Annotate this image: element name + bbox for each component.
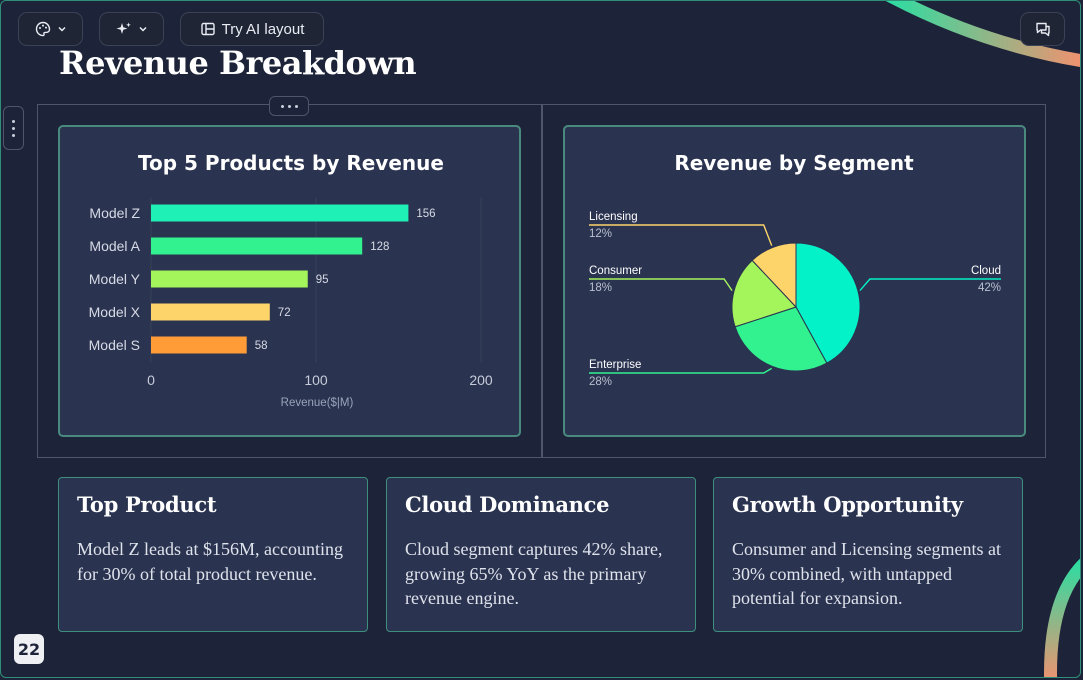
- pie-slice[interactable]: [731, 259, 797, 328]
- y-category-label: Model A: [89, 238, 140, 254]
- chat-icon: [1035, 22, 1050, 37]
- pie-slice-label: Cloud: [971, 265, 1001, 277]
- chevron-down-icon: [138, 26, 147, 32]
- bar-value-label: 72: [278, 307, 291, 319]
- pie-slice-percent: 42%: [978, 282, 1001, 294]
- bar-chart: Top 5 Products by Revenue 0 100 200 Model …: [89, 151, 493, 409]
- drag-handle-top[interactable]: [269, 96, 309, 116]
- pie-slice-label: Consumer: [589, 265, 642, 277]
- x-tick-label: 0: [147, 372, 155, 388]
- container-divider: [541, 105, 543, 457]
- y-category-label: Model X: [89, 304, 141, 320]
- try-ai-layout-label: Try AI layout: [221, 20, 305, 38]
- bar-value-label: 156: [416, 208, 435, 220]
- bar-chart-card[interactable]: Top 5 Products by Revenue 0 100 200 Model …: [58, 125, 521, 437]
- pie-slice-label: Licensing: [589, 211, 638, 223]
- pie-slice[interactable]: [795, 242, 861, 364]
- pie-slice[interactable]: [751, 242, 797, 309]
- theme-button[interactable]: [18, 12, 83, 46]
- page-number-badge[interactable]: 22: [14, 634, 44, 664]
- drag-handle-left[interactable]: [3, 106, 24, 150]
- insight-body: Consumer and Licensing segments at 30% c…: [732, 539, 1001, 608]
- y-category-label: Model Z: [89, 205, 140, 221]
- sparkle-icon: [116, 22, 131, 34]
- pie-leader-line: [589, 224, 773, 246]
- pie-slice[interactable]: [734, 306, 828, 372]
- pie-chart-title: Revenue by Segment: [674, 151, 914, 175]
- x-tick-label: 200: [469, 372, 493, 388]
- pie-slice-percent: 18%: [589, 282, 612, 294]
- bar[interactable]: [151, 270, 308, 288]
- insight-title: Cloud Dominance: [405, 492, 610, 517]
- y-category-label: Model S: [89, 337, 140, 353]
- insight-card-top-product[interactable]: Top Product Model Z leads at $156M, acco…: [58, 477, 368, 632]
- bar[interactable]: [151, 336, 247, 354]
- pie-leader-line: [859, 278, 1001, 292]
- insight-body: Model Z leads at $156M, accounting for 3…: [77, 539, 343, 584]
- bar-chart-title: Top 5 Products by Revenue: [138, 151, 444, 175]
- pie-chart-card[interactable]: Revenue by Segment Cloud 42% Enterprise 28%…: [563, 125, 1026, 437]
- try-ai-layout-button[interactable]: Try AI layout: [180, 12, 324, 46]
- comment-button[interactable]: [1020, 12, 1065, 46]
- y-category-label: Model Y: [89, 271, 141, 287]
- bar[interactable]: [151, 204, 409, 222]
- bar-value-label: 58: [255, 340, 268, 352]
- pie-slice-percent: 28%: [589, 376, 612, 388]
- layout-icon: [200, 22, 215, 36]
- bar[interactable]: [151, 303, 270, 321]
- pie-leader-line: [589, 278, 733, 291]
- insight-title: Top Product: [77, 492, 217, 517]
- bar[interactable]: [151, 237, 363, 255]
- pie-chart: Revenue by Segment Cloud 42% Enterprise 28%…: [589, 151, 1001, 388]
- insight-card-growth-opportunity[interactable]: Growth Opportunity Consumer and Licensin…: [713, 477, 1023, 632]
- insight-title: Growth Opportunity: [732, 492, 963, 517]
- page-title: Revenue Breakdown: [59, 44, 417, 82]
- chart-container[interactable]: [37, 104, 1046, 458]
- pie-slice-percent: 12%: [589, 228, 612, 240]
- pie-leader-line: [589, 367, 773, 374]
- bar-value-label: 95: [316, 274, 329, 286]
- x-tick-label: 100: [304, 372, 328, 388]
- chevron-down-icon: [57, 26, 66, 32]
- pie-slice-label: Enterprise: [589, 359, 641, 371]
- bar-value-label: 128: [370, 241, 389, 253]
- insight-body: Cloud segment captures 42% share, growin…: [405, 539, 663, 608]
- x-axis-label: Revenue($|M): [281, 397, 354, 409]
- palette-icon: [35, 21, 50, 37]
- insight-card-cloud-dominance[interactable]: Cloud Dominance Cloud segment captures 4…: [386, 477, 696, 632]
- ai-button[interactable]: [99, 12, 164, 46]
